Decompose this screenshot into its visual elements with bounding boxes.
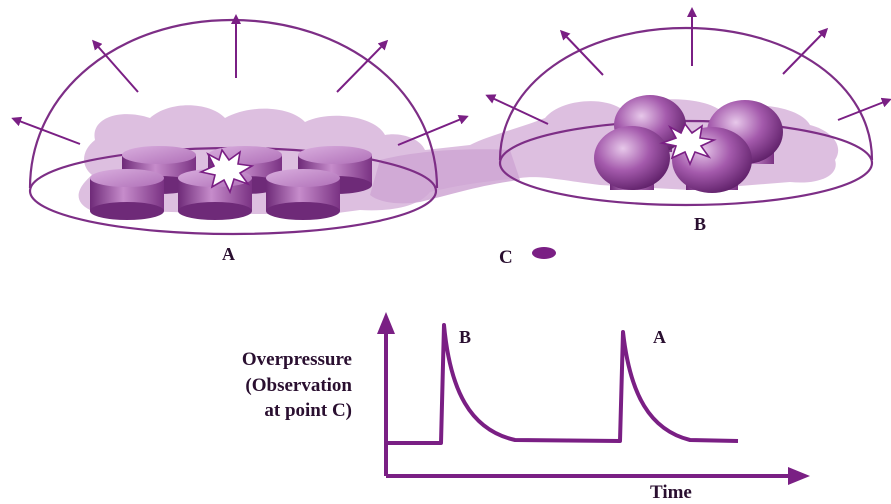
y-axis-label-line-1: Overpressure bbox=[242, 349, 352, 370]
dome-b-label: B bbox=[694, 214, 706, 234]
arrow-icon bbox=[336, 39, 389, 93]
dome-b bbox=[498, 26, 874, 207]
explosion-flash-icon bbox=[659, 122, 717, 167]
explosion-flash-icon bbox=[198, 148, 255, 195]
tank bbox=[266, 169, 340, 220]
shockwave-arrows-b bbox=[485, 7, 891, 125]
peak-a-label: A bbox=[653, 327, 666, 347]
arrow-icon bbox=[485, 94, 549, 125]
x-axis-label: Time bbox=[650, 482, 692, 503]
arrow-icon bbox=[11, 116, 81, 145]
arrow-icon bbox=[92, 39, 139, 93]
y-axis-label-line-3: at point C) bbox=[264, 400, 352, 421]
arrow-icon bbox=[559, 29, 604, 76]
peak-b-label: B bbox=[459, 327, 471, 347]
tank bbox=[90, 169, 164, 220]
arrow-icon bbox=[397, 115, 469, 146]
spherical-tanks-b bbox=[594, 95, 783, 193]
pressure-trace bbox=[386, 323, 739, 445]
overpressure-chart: B A Overpressure (Observation at point C… bbox=[242, 312, 810, 503]
shockwave-arrows-a bbox=[11, 14, 469, 146]
point-c-marker bbox=[532, 247, 556, 259]
dome-a-label: A bbox=[222, 244, 235, 264]
arrow-icon bbox=[782, 27, 829, 75]
arrow-icon bbox=[837, 97, 891, 121]
y-axis-label-line-2: (Observation bbox=[245, 375, 352, 396]
point-c-label: C bbox=[499, 247, 513, 268]
